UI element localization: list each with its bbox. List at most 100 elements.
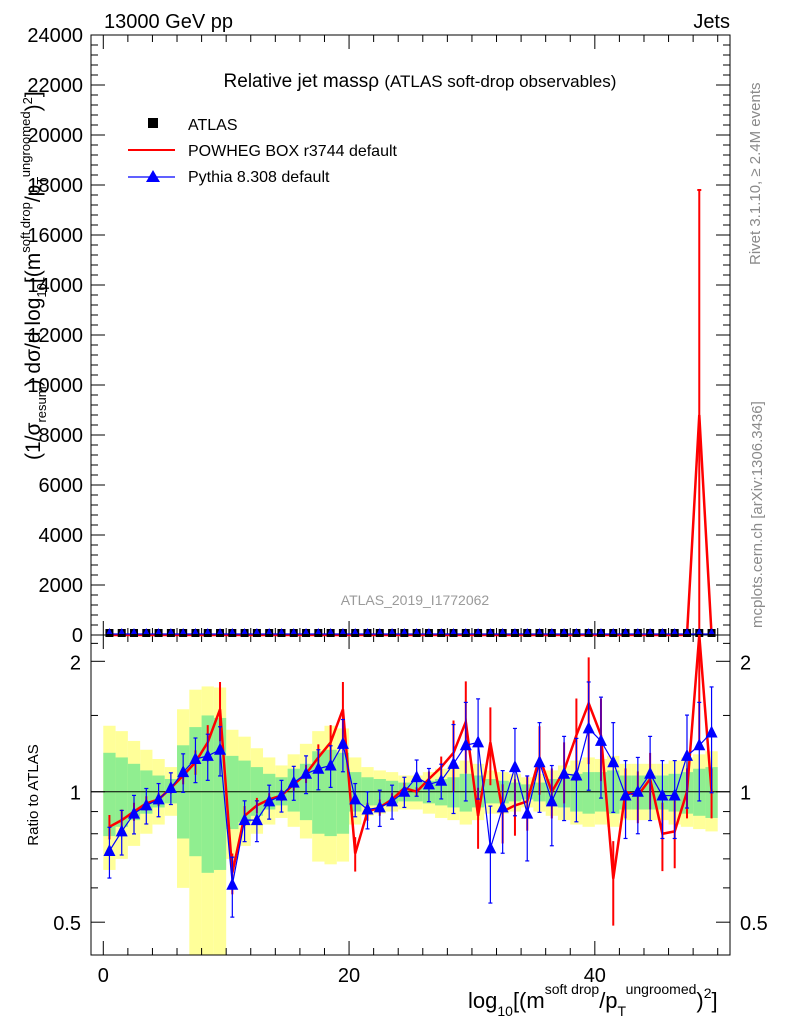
pythia-ratio-point — [558, 766, 571, 779]
x-axis-label: log10[(msoft drop/pTungroomed)2] — [468, 981, 718, 1019]
legend: ATLAS POWHEG BOX r3744 default Pythia 8.… — [128, 117, 398, 186]
pythia-ratio-point — [287, 775, 300, 788]
pythia-main-point — [708, 628, 715, 634]
main-y-tick-label: 22000 — [27, 75, 83, 97]
pythia-ratio-point — [361, 802, 374, 815]
pythia-ratio-point — [680, 748, 693, 761]
pythia-main-point — [622, 628, 629, 634]
main-y-tick-label: 20000 — [27, 125, 83, 147]
pythia-ratio-point — [422, 777, 435, 790]
pythia-main-point — [229, 628, 236, 634]
pythia-main-point — [290, 628, 297, 634]
pythia-main-point — [683, 628, 690, 634]
pythia-main-point — [425, 628, 432, 634]
pythia-main-point — [671, 628, 678, 634]
pythia-ratio-point — [619, 788, 632, 801]
pythia-ratio-point — [570, 768, 583, 781]
pythia-ratio-point — [472, 735, 485, 748]
mcplots-label: mcplots.cern.ch [arXiv:1306.3436] — [749, 401, 766, 628]
pythia-main-point — [192, 628, 199, 634]
main-y-tick-label: 24000 — [27, 25, 83, 47]
pythia-ratio-point — [152, 792, 165, 805]
ratio-y-tick-label-right: 1 — [740, 783, 751, 805]
pythia-ratio-point — [705, 725, 718, 738]
pythia-ratio-point — [324, 758, 337, 771]
pythia-ratio-point — [140, 798, 153, 811]
pythia-ratio-point — [447, 756, 460, 769]
pythia-ratio-point — [693, 738, 706, 751]
ratio-y-tick-label: 2 — [70, 652, 81, 674]
main-y-tick-label: 18000 — [27, 175, 83, 197]
pythia-main-point — [438, 628, 445, 634]
pythia-main-point — [167, 628, 174, 634]
pythia-ratio-point — [214, 742, 227, 755]
pythia-main-point — [573, 628, 580, 634]
pythia-ratio-point — [164, 781, 177, 794]
pythia-main-point — [241, 628, 248, 634]
ratio-y-tick-label-right: 2 — [740, 652, 751, 674]
powheg-ratio-line — [108, 634, 713, 879]
pythia-main-point — [303, 628, 310, 634]
pythia-main-point — [155, 628, 162, 634]
pythia-main-point — [352, 628, 359, 634]
pythia-main-point — [475, 628, 482, 634]
pythia-main-point — [131, 628, 138, 634]
pythia-main-point — [401, 628, 408, 634]
legend-label-atlas: ATLAS — [188, 117, 238, 134]
ratio-y-axis-label: Ratio to ATLAS — [25, 744, 42, 845]
pythia-main-point — [253, 628, 260, 634]
plot-title-main: Relative jet massρ — [224, 71, 380, 92]
legend-marker-pythia — [146, 170, 160, 182]
legend-label-powheg: POWHEG BOX r3744 default — [188, 143, 398, 160]
pythia-main-point — [204, 628, 211, 634]
pythia-ratio-point — [128, 806, 141, 819]
main-y-tick-label: 8000 — [39, 425, 84, 447]
pythia-ratio-point — [312, 761, 325, 774]
pythia-main-point — [339, 628, 346, 634]
ratio-inner-band — [484, 779, 497, 804]
pythia-ratio-point — [386, 794, 399, 807]
pythia-ratio-point — [607, 755, 620, 768]
pythia-ratio-point — [226, 877, 239, 890]
pythia-main-point — [376, 628, 383, 634]
pythia-main-point — [413, 628, 420, 634]
pythia-ratio-point — [484, 841, 497, 854]
pythia-main-point — [536, 628, 543, 634]
pythia-ratio-point — [250, 813, 263, 826]
process-label: Jets — [693, 11, 730, 33]
pythia-main-point — [585, 628, 592, 634]
ratio-inner-band — [582, 772, 595, 814]
pythia-main-point — [180, 628, 187, 634]
main-y-tick-label: 16000 — [27, 225, 83, 247]
pythia-ratio-point — [508, 760, 521, 773]
pythia-main-point — [315, 628, 322, 634]
main-y-tick-label: 4000 — [39, 525, 84, 547]
pythia-ratio-point — [373, 800, 386, 813]
ratio-inner-band — [324, 749, 337, 837]
pythia-main-point — [561, 628, 568, 634]
plot-title: Relative jet massρ (ATLAS soft-drop obse… — [224, 71, 617, 92]
pythia-ratio-point — [521, 806, 534, 819]
pythia-ratio-point — [349, 792, 362, 805]
ratio-inner-band — [226, 755, 239, 830]
x-tick-label: 0 — [98, 965, 109, 987]
pythia-ratio-point — [115, 824, 128, 837]
pythia-ratio-point — [435, 773, 448, 786]
pythia-main-point — [450, 628, 457, 634]
pythia-ratio-point — [545, 794, 558, 807]
pythia-main-point — [647, 628, 654, 634]
main-y-tick-label: 0 — [72, 625, 83, 647]
pythia-ratio-point — [410, 770, 423, 783]
pythia-main-point — [610, 628, 617, 634]
pythia-main-point — [118, 628, 125, 634]
plot-title-sub: (ATLAS soft-drop observables) — [384, 72, 616, 91]
pythia-main-point — [696, 628, 703, 634]
pythia-ratio-point — [631, 784, 644, 797]
main-plot-frame — [90, 34, 731, 636]
ratio-ticks: 0.5 0.51 12 20 20 40 — [53, 635, 768, 987]
rivet-label: Rivet 3.1.10, ≥ 2.4M events — [747, 83, 764, 266]
pythia-ratio-point — [336, 736, 349, 749]
pythia-ratio-point — [103, 843, 116, 856]
pythia-main-point — [106, 628, 113, 634]
pythia-main-point — [327, 628, 334, 634]
